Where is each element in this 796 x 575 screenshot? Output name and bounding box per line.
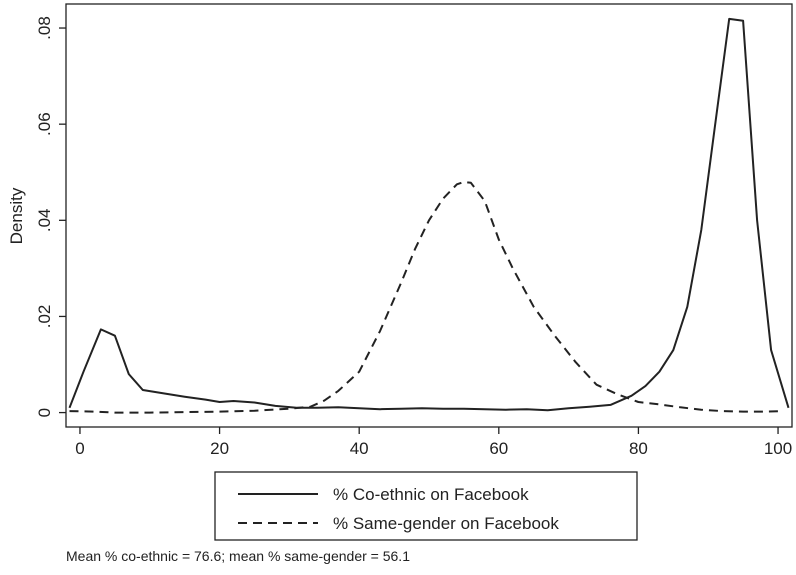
y-tick-label: 0 — [35, 408, 54, 417]
y-tick-label: .02 — [35, 305, 54, 329]
y-axis: 0 .02 .04 .06 .08 — [35, 16, 66, 417]
y-axis-title: Density — [7, 187, 26, 244]
y-tick-label: .04 — [35, 208, 54, 232]
legend-label-same-gender: % Same-gender on Facebook — [333, 514, 559, 533]
x-tick-label: 40 — [350, 439, 369, 458]
x-tick-label: 0 — [75, 439, 84, 458]
y-tick-label: .06 — [35, 112, 54, 136]
x-tick-label: 60 — [489, 439, 508, 458]
y-tick-label: .08 — [35, 16, 54, 40]
chart-note: Mean % co-ethnic = 76.6; mean % same-gen… — [66, 548, 410, 564]
x-tick-label: 80 — [629, 439, 648, 458]
legend-label-co-ethnic: % Co-ethnic on Facebook — [333, 485, 529, 504]
x-tick-label: 20 — [210, 439, 229, 458]
x-axis: 0 20 40 60 80 100 — [75, 427, 792, 458]
x-tick-label: 100 — [764, 439, 792, 458]
plot-area — [65, 3, 793, 428]
legend-box — [214, 471, 638, 541]
series-line-co-ethnic — [68, 17, 790, 412]
legend: % Co-ethnic on Facebook % Same-gender on… — [214, 471, 638, 541]
series-lines — [68, 17, 790, 414]
series-line-same-gender — [69, 180, 782, 414]
